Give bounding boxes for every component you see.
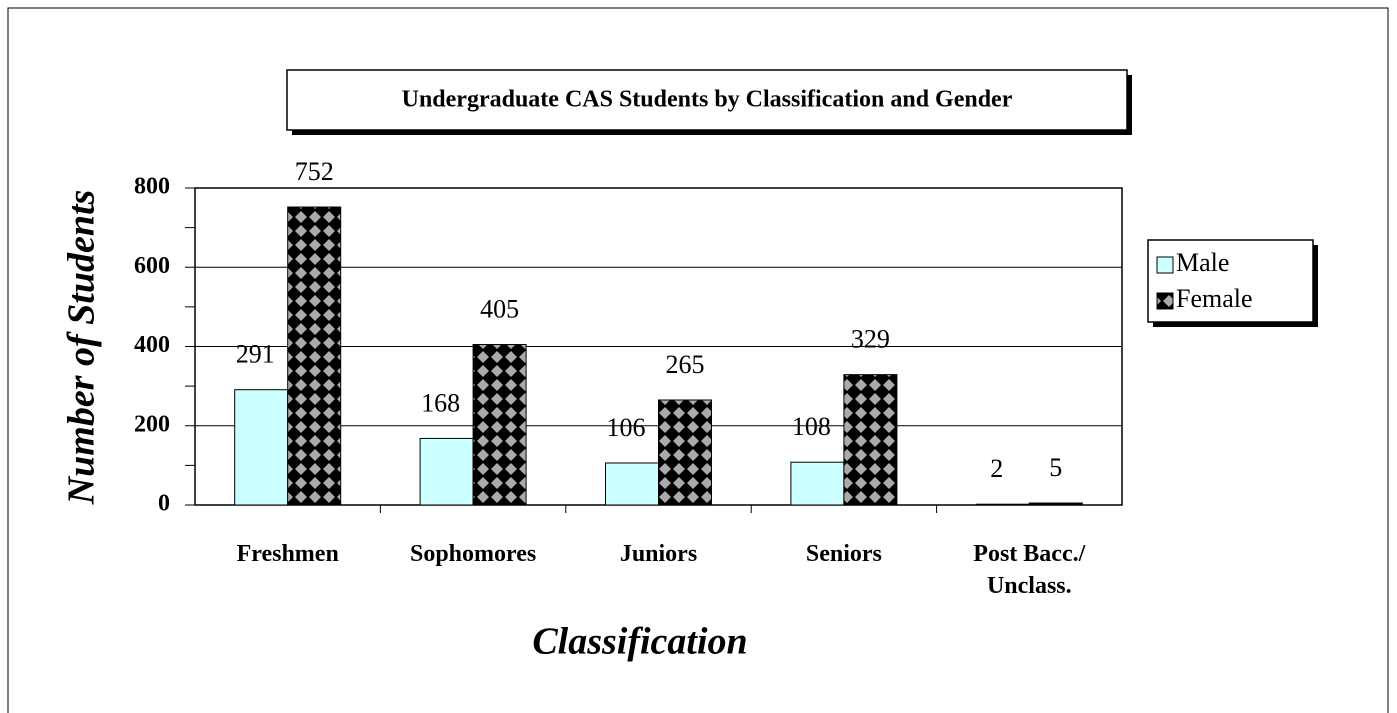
- frame: [7, 7, 1389, 713]
- y-tick-label: 0: [158, 491, 170, 517]
- bar: [790, 461, 845, 506]
- x-tick-label: Post Bacc./ Unclass.: [973, 541, 1086, 599]
- bar: [975, 503, 1030, 506]
- x-tick-label: Sophomores: [409, 541, 537, 567]
- value-label: 329: [851, 325, 890, 354]
- bar: [287, 206, 342, 506]
- legend-box: [1147, 239, 1314, 323]
- plot: 0 200 400 600 800 291 752 168 405 106 265 108 329 2 5: [134, 157, 1123, 517]
- x-tick-label: Juniors: [619, 541, 698, 567]
- x-axis-title: Classification: [532, 621, 747, 663]
- value-label: 106: [607, 413, 646, 442]
- y-tick-label: 600: [134, 253, 170, 279]
- title-box: [286, 69, 1128, 131]
- value-label: 265: [666, 350, 705, 379]
- value-label: 5: [1049, 453, 1062, 482]
- bar: [605, 462, 659, 506]
- y-tick-label: 400: [134, 332, 170, 358]
- legend-label: Female: [1176, 284, 1253, 313]
- x-tick-label: Freshmen: [236, 541, 339, 567]
- legend-label: Male: [1176, 248, 1229, 277]
- value-label: 168: [421, 388, 460, 417]
- bar: [419, 437, 474, 506]
- bar: [234, 389, 289, 506]
- bar: [472, 344, 527, 506]
- value-label: 752: [295, 157, 334, 186]
- value-label: 291: [236, 340, 275, 369]
- value-label: 405: [480, 294, 519, 323]
- chart-title: Undergraduate CAS Students by Classifica…: [402, 87, 1013, 113]
- bar: [658, 399, 712, 506]
- y-tick-label: 200: [134, 411, 170, 437]
- value-label: 108: [792, 412, 831, 441]
- value-label: 2: [990, 454, 1003, 483]
- y-axis-title: Number of Students: [61, 190, 103, 506]
- y-tick-label: 800: [134, 174, 170, 200]
- bar: [1028, 502, 1083, 506]
- bar: [843, 374, 898, 506]
- legend-swatch: [1156, 256, 1174, 274]
- x-tick-label: Seniors: [805, 541, 882, 567]
- legend-swatch: [1156, 292, 1174, 310]
